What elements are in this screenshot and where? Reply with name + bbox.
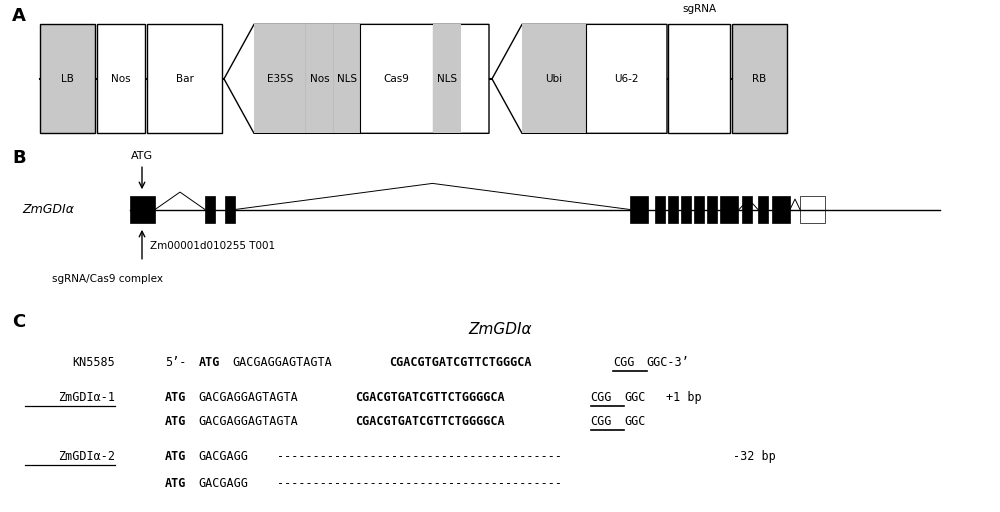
Bar	[694, 196, 704, 223]
Text: GGC: GGC	[624, 391, 646, 404]
Bar	[254, 25, 306, 133]
Text: GGC: GGC	[624, 415, 646, 429]
Bar	[630, 196, 648, 223]
Text: +1 bp: +1 bp	[666, 391, 701, 404]
Text: Bar: Bar	[176, 74, 193, 84]
Text: Ubi: Ubi	[545, 74, 562, 84]
Bar	[130, 196, 155, 223]
Bar	[205, 196, 215, 223]
Bar	[522, 25, 586, 133]
Text: Nos: Nos	[310, 74, 330, 84]
Bar	[668, 196, 678, 223]
Text: ZmGDIα: ZmGDIα	[22, 203, 74, 216]
Text: RB: RB	[752, 74, 767, 84]
Bar	[40, 25, 95, 133]
Text: Nos: Nos	[111, 74, 131, 84]
Text: CGACGTGATCGTTCTGGGGCA: CGACGTGATCGTTCTGGGGCA	[355, 391, 505, 404]
Bar	[334, 25, 360, 133]
Bar	[433, 25, 461, 133]
Text: ATG: ATG	[165, 477, 186, 490]
Text: A: A	[12, 7, 26, 25]
Text: GACGAGGAGTAGTA: GACGAGGAGTAGTA	[232, 356, 332, 369]
Text: LB: LB	[61, 74, 74, 84]
Text: CGG: CGG	[613, 356, 634, 369]
Bar	[225, 196, 235, 223]
Bar	[97, 25, 145, 133]
Polygon shape	[224, 25, 489, 133]
Text: ZmGDIα-1: ZmGDIα-1	[58, 391, 115, 404]
Bar	[758, 196, 768, 223]
Text: ----------------------------------------: ----------------------------------------	[277, 450, 562, 463]
Text: ATG: ATG	[165, 415, 186, 429]
Text: ATG: ATG	[165, 391, 186, 404]
Text: ----------------------------------------: ----------------------------------------	[277, 477, 562, 490]
Text: E35S: E35S	[267, 74, 293, 84]
Text: Zm00001d010255 T001: Zm00001d010255 T001	[150, 241, 275, 251]
Bar	[742, 196, 752, 223]
Bar	[668, 25, 730, 133]
Bar	[681, 196, 691, 223]
Text: sgRNA: sgRNA	[682, 4, 716, 14]
Text: GGC-3’: GGC-3’	[647, 356, 689, 369]
Text: GACGAGGAGTAGTA: GACGAGGAGTAGTA	[199, 415, 298, 429]
Text: sgRNA/Cas9 complex: sgRNA/Cas9 complex	[52, 274, 163, 284]
Text: Cas9: Cas9	[383, 74, 409, 84]
Bar	[306, 25, 334, 133]
Text: ZmGDIα: ZmGDIα	[468, 322, 532, 336]
Text: NLS: NLS	[337, 74, 357, 84]
Text: CGACGTGATCGTTCTGGGCA: CGACGTGATCGTTCTGGGCA	[389, 356, 532, 369]
Text: CGG: CGG	[591, 415, 612, 429]
Text: B: B	[12, 148, 26, 166]
Text: ATG: ATG	[165, 450, 186, 463]
Bar	[800, 196, 825, 223]
Bar	[732, 25, 787, 133]
Text: 5’-: 5’-	[165, 356, 186, 369]
Text: CGG: CGG	[591, 391, 612, 404]
Bar	[655, 196, 665, 223]
Bar	[707, 196, 717, 223]
Text: KN5585: KN5585	[72, 356, 115, 369]
Text: -32 bp: -32 bp	[733, 450, 776, 463]
Text: NLS: NLS	[437, 74, 457, 84]
Text: GACGAGGAGTAGTA: GACGAGGAGTAGTA	[199, 391, 298, 404]
Text: GACGAGG: GACGAGG	[199, 450, 248, 463]
Bar	[772, 196, 790, 223]
Text: U6-2: U6-2	[614, 74, 639, 84]
Bar	[720, 196, 738, 223]
Text: CGACGTGATCGTTCTGGGGCA: CGACGTGATCGTTCTGGGGCA	[355, 415, 505, 429]
Text: GACGAGG: GACGAGG	[199, 477, 248, 490]
Bar	[147, 25, 222, 133]
Text: C: C	[12, 313, 25, 331]
Polygon shape	[492, 25, 667, 133]
Text: ATG: ATG	[199, 356, 220, 369]
Text: ATG: ATG	[131, 151, 153, 161]
Text: ZmGDIα-2: ZmGDIα-2	[58, 450, 115, 463]
